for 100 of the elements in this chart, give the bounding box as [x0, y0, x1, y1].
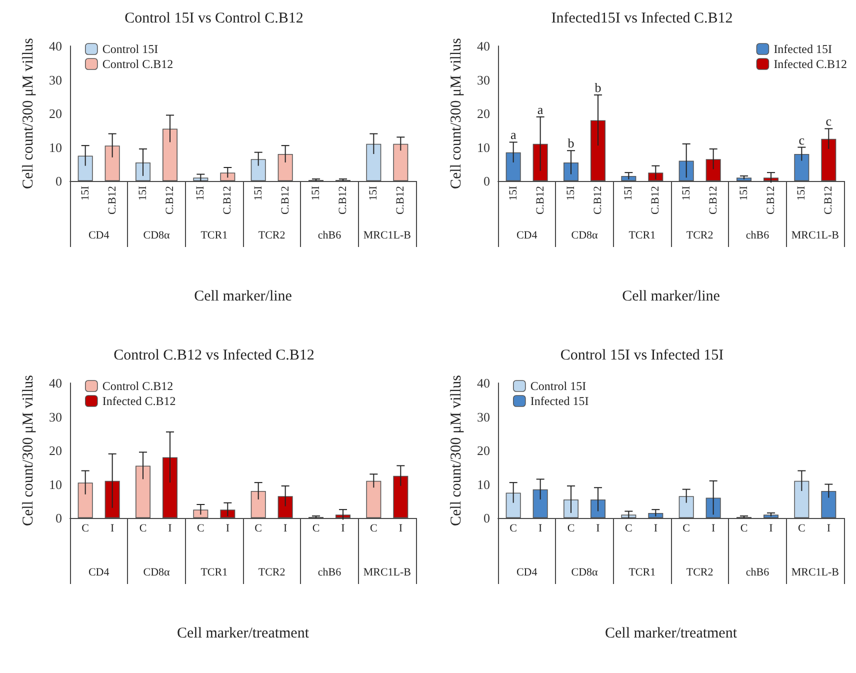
bar: [393, 476, 408, 518]
y-tick-label: 10: [477, 140, 490, 155]
text: 15I: [368, 186, 380, 201]
x-tick-label: CD4: [516, 230, 538, 242]
bar: [794, 154, 810, 181]
bar: [366, 480, 382, 518]
text: 15I: [252, 186, 264, 201]
x-axis-title: Cell marker/treatment: [604, 626, 738, 642]
x-tick-label: CD8α: [143, 566, 170, 578]
y-tick-label: 10: [477, 476, 490, 492]
bar: [590, 499, 606, 518]
y-tick-label: 40: [477, 376, 490, 390]
data-label: b: [594, 80, 602, 95]
x-tick-label: TCR1: [628, 566, 656, 578]
legend-label: Control C.B12: [102, 57, 174, 71]
chart-title: Control C.B12 vs Infected C.B12: [114, 348, 314, 364]
bar: [532, 489, 548, 518]
text: 15I: [738, 186, 750, 201]
bar: [678, 160, 694, 181]
bar: [736, 178, 752, 181]
x-axis-title: Cell marker/line: [194, 288, 292, 304]
bar: [393, 144, 408, 181]
text: 15I: [507, 186, 520, 201]
bar: [193, 178, 208, 181]
bar: [250, 491, 266, 518]
data-label: a: [537, 102, 544, 117]
x-tick-label: CD4: [88, 566, 110, 578]
y-tick-label: 30: [49, 72, 62, 88]
bar: [532, 144, 548, 181]
text: C: [625, 522, 632, 534]
text: C.B12: [394, 186, 407, 214]
x-tick-label: CD8α: [571, 230, 598, 242]
bar: [648, 512, 664, 518]
text: C.B12: [822, 186, 835, 214]
y-tick-label: 40: [49, 38, 62, 54]
text: C.B12: [707, 186, 720, 214]
x-tick-label: chB6: [746, 566, 770, 578]
text: C.B12: [279, 186, 292, 214]
chart-title: Control 15I vs Infected 15I: [560, 348, 724, 364]
x-tick-label: MRC1L-B: [791, 230, 840, 242]
bar: [621, 514, 636, 518]
x-tick-label: chB6: [318, 230, 342, 242]
text: 15I: [680, 186, 692, 201]
x-tick-label: MRC1L-B: [363, 230, 412, 242]
text: I: [398, 522, 403, 534]
legend-label: Infected 15I: [530, 394, 589, 408]
bar: [278, 496, 293, 518]
x-tick-label: TCR2: [686, 566, 714, 578]
y-tick-label: 40: [49, 376, 62, 390]
x-tick-label: CD8α: [143, 230, 170, 242]
x-tick-label: TCR1: [200, 566, 228, 578]
x-tick-label: CD4: [88, 230, 110, 242]
bar: [136, 466, 151, 518]
x-tick-label: TCR2: [258, 230, 286, 242]
bar: [706, 159, 721, 181]
text: 15I: [565, 186, 578, 201]
text: I: [711, 522, 716, 534]
chart-title: Control 15I vs Control C.B12: [124, 10, 304, 26]
text: C: [139, 522, 147, 534]
legend-label: Control C.B12: [102, 379, 174, 393]
data-label: c: [826, 114, 832, 129]
legend-label: Infected 15I: [774, 42, 832, 56]
bar: [220, 510, 236, 518]
y-axis-title: Cell count/300 μM villus: [448, 374, 464, 526]
text: C.B12: [336, 186, 349, 214]
y-tick-label: 40: [477, 38, 490, 54]
y-tick-label: 0: [484, 174, 490, 188]
x-axis-title: Cell marker/line: [622, 288, 720, 304]
bar: [506, 152, 521, 181]
bar: [104, 146, 120, 181]
text: 15I: [796, 186, 808, 201]
legend-label: Control 15I: [102, 42, 158, 56]
bar: [678, 496, 694, 518]
text: C.B12: [106, 186, 118, 214]
legend-label: Infected C.B12: [774, 57, 847, 71]
bar: [162, 457, 178, 518]
y-tick-label: 30: [477, 72, 490, 88]
x-tick-label: chB6: [746, 230, 770, 242]
y-tick-label: 20: [477, 106, 490, 121]
text: C: [682, 522, 690, 534]
text: I: [596, 522, 600, 534]
bar: [564, 499, 579, 518]
text: I: [168, 522, 172, 534]
x-tick-label: CD8α: [571, 566, 598, 578]
y-tick-label: 0: [56, 510, 62, 526]
bar: [278, 154, 293, 181]
text: C.B12: [650, 186, 662, 214]
text: C: [370, 522, 378, 534]
text: I: [226, 522, 230, 534]
x-tick-label: chB6: [318, 566, 342, 578]
text: 15I: [137, 186, 150, 201]
bar: [590, 120, 606, 181]
bar: [821, 491, 836, 518]
y-tick-label: 20: [477, 443, 490, 458]
text: C.B12: [764, 186, 777, 214]
bar: [564, 162, 579, 181]
text: I: [538, 522, 542, 534]
text: C: [798, 522, 806, 534]
y-tick-label: 0: [56, 174, 62, 188]
y-tick-label: 0: [484, 510, 490, 526]
